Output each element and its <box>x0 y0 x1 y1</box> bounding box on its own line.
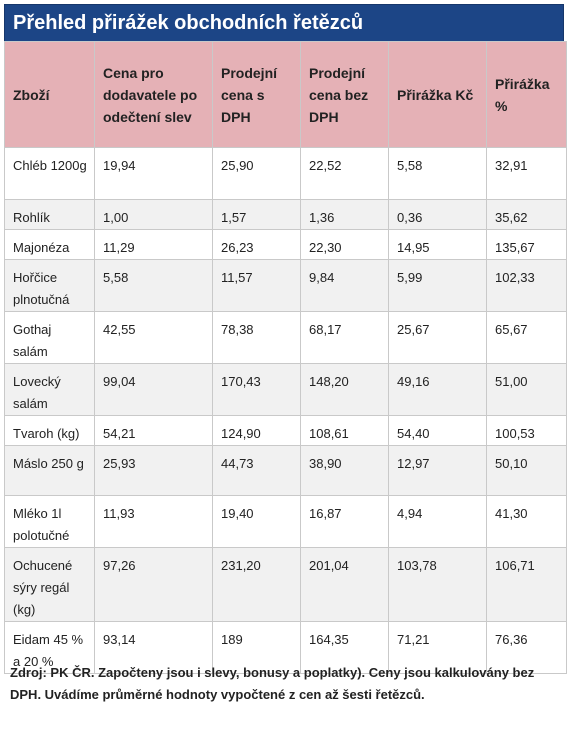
cell-price-with-vat: 170,43 <box>212 363 301 416</box>
column-header-cena-bez-dph: Prodejní cena bez DPH <box>300 41 389 148</box>
cell-supplier-price: 97,26 <box>94 547 213 622</box>
cell-markup-percent: 76,36 <box>486 621 567 674</box>
cell-supplier-price: 93,14 <box>94 621 213 674</box>
title-bar: Přehled přirážek obchodních řetězců <box>4 4 564 42</box>
cell-supplier-price: 54,21 <box>94 415 213 446</box>
cell-markup-percent: 51,00 <box>486 363 567 416</box>
cell-price-with-vat: 78,38 <box>212 311 301 364</box>
cell-price-with-vat: 26,23 <box>212 229 301 260</box>
page-title: Přehled přirážek obchodních řetězců <box>13 12 364 34</box>
cell-markup-czk: 25,67 <box>388 311 487 364</box>
cell-supplier-price: 11,93 <box>94 495 213 548</box>
cell-price-with-vat: 11,57 <box>212 259 301 312</box>
cell-markup-czk: 5,58 <box>388 147 487 200</box>
table-row: Majonéza 11,29 26,23 22,30 14,95 135,67 <box>4 229 567 260</box>
cell-price-with-vat: 44,73 <box>212 445 301 496</box>
cell-price-with-vat: 1,57 <box>212 199 301 230</box>
cell-product: Máslo 250 g <box>4 445 95 496</box>
table-row: Tvaroh (kg) 54,21 124,90 108,61 54,40 10… <box>4 415 567 446</box>
cell-markup-czk: 103,78 <box>388 547 487 622</box>
cell-product: Rohlík <box>4 199 95 230</box>
cell-price-without-vat: 1,36 <box>300 199 389 230</box>
cell-markup-percent: 102,33 <box>486 259 567 312</box>
table-row: Máslo 250 g 25,93 44,73 38,90 12,97 50,1… <box>4 445 567 496</box>
table-row: Rohlík 1,00 1,57 1,36 0,36 35,62 <box>4 199 567 230</box>
cell-supplier-price: 42,55 <box>94 311 213 364</box>
cell-price-without-vat: 9,84 <box>300 259 389 312</box>
table-header-row: Zboží Cena pro dodavatele po odečtení sl… <box>4 41 567 148</box>
cell-markup-czk: 12,97 <box>388 445 487 496</box>
cell-markup-czk: 0,36 <box>388 199 487 230</box>
cell-markup-percent: 100,53 <box>486 415 567 446</box>
cell-markup-percent: 32,91 <box>486 147 567 200</box>
column-header-prirazka-kc: Přirážka Kč <box>388 41 487 148</box>
cell-supplier-price: 1,00 <box>94 199 213 230</box>
column-header-cena-s-dph: Prodejní cena s DPH <box>212 41 301 148</box>
cell-price-without-vat: 22,30 <box>300 229 389 260</box>
cell-markup-percent: 135,67 <box>486 229 567 260</box>
cell-markup-czk: 49,16 <box>388 363 487 416</box>
cell-product: Lovecký salám <box>4 363 95 416</box>
cell-price-without-vat: 38,90 <box>300 445 389 496</box>
cell-markup-percent: 50,10 <box>486 445 567 496</box>
cell-price-without-vat: 148,20 <box>300 363 389 416</box>
table-row: Mléko 1l polotučné 11,93 19,40 16,87 4,9… <box>4 495 567 548</box>
cell-price-with-vat: 189 <box>212 621 301 674</box>
cell-markup-czk: 14,95 <box>388 229 487 260</box>
cell-supplier-price: 99,04 <box>94 363 213 416</box>
cell-price-without-vat: 201,04 <box>300 547 389 622</box>
cell-product: Ochucené sýry regál (kg) <box>4 547 95 622</box>
cell-product: Hořčice plnotučná <box>4 259 95 312</box>
cell-product: Majonéza <box>4 229 95 260</box>
table-row: Lovecký salám 99,04 170,43 148,20 49,16 … <box>4 363 567 416</box>
cell-markup-czk: 5,99 <box>388 259 487 312</box>
table-row: Ochucené sýry regál (kg) 97,26 231,20 20… <box>4 547 567 622</box>
cell-markup-percent: 106,71 <box>486 547 567 622</box>
cell-supplier-price: 19,94 <box>94 147 213 200</box>
cell-supplier-price: 5,58 <box>94 259 213 312</box>
cell-markup-czk: 71,21 <box>388 621 487 674</box>
cell-price-without-vat: 68,17 <box>300 311 389 364</box>
cell-price-without-vat: 164,35 <box>300 621 389 674</box>
cell-markup-percent: 41,30 <box>486 495 567 548</box>
cell-price-without-vat: 108,61 <box>300 415 389 446</box>
markup-table: Zboží Cena pro dodavatele po odečtení sl… <box>4 41 567 674</box>
column-header-prirazka-procenta: Přirážka % <box>486 41 567 148</box>
cell-markup-percent: 65,67 <box>486 311 567 364</box>
cell-product: Eidam 45 % a 20 % <box>4 621 95 674</box>
cell-price-with-vat: 124,90 <box>212 415 301 446</box>
cell-price-with-vat: 231,20 <box>212 547 301 622</box>
column-header-cena-dodavatele: Cena pro dodavatele po odečtení slev <box>94 41 213 148</box>
cell-price-without-vat: 16,87 <box>300 495 389 548</box>
table-row: Gothaj salám 42,55 78,38 68,17 25,67 65,… <box>4 311 567 364</box>
column-header-zbozi: Zboží <box>4 41 95 148</box>
cell-product: Gothaj salám <box>4 311 95 364</box>
cell-price-without-vat: 22,52 <box>300 147 389 200</box>
cell-price-with-vat: 25,90 <box>212 147 301 200</box>
table-row: Eidam 45 % a 20 % 93,14 189 164,35 71,21… <box>4 621 567 674</box>
cell-markup-percent: 35,62 <box>486 199 567 230</box>
cell-price-with-vat: 19,40 <box>212 495 301 548</box>
cell-supplier-price: 25,93 <box>94 445 213 496</box>
cell-markup-czk: 54,40 <box>388 415 487 446</box>
cell-supplier-price: 11,29 <box>94 229 213 260</box>
cell-product: Tvaroh (kg) <box>4 415 95 446</box>
cell-markup-czk: 4,94 <box>388 495 487 548</box>
table-row: Chléb 1200g 19,94 25,90 22,52 5,58 32,91 <box>4 147 567 200</box>
cell-product: Chléb 1200g <box>4 147 95 200</box>
table-row: Hořčice plnotučná 5,58 11,57 9,84 5,99 1… <box>4 259 567 312</box>
source-note: Zdroj: PK ČR. Započteny jsou i slevy, bo… <box>10 665 535 702</box>
cell-product: Mléko 1l polotučné <box>4 495 95 548</box>
